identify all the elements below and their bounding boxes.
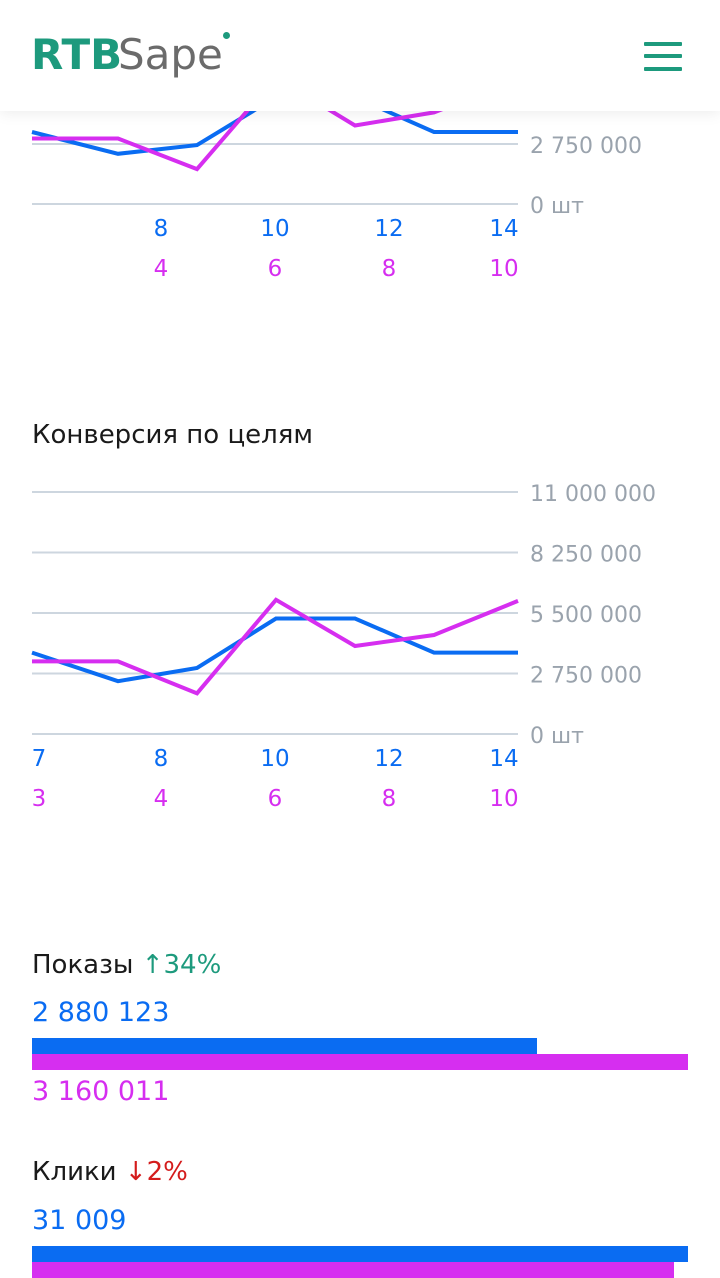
metric-previous-value: 3 160 011 [32, 1076, 170, 1107]
y-tick-label: 2 750 000 [530, 134, 642, 159]
logo-rtb-text: RTB [31, 30, 123, 79]
arrow-up-icon: ↑ [141, 950, 164, 980]
metric-title: Клики [32, 1157, 117, 1187]
y-tick-label: 0 шт [530, 724, 584, 749]
x-tick-label-current: 8 [154, 216, 169, 242]
x-tick-label-current: 7 [32, 746, 47, 772]
x-tick-label-previous: 6 [268, 256, 283, 282]
app-header: RTB Sape [0, 0, 720, 111]
metric-title: Показы [32, 950, 134, 980]
chart-goal-conversion: 11 000 000 8 250 000 5 500 000 2 750 000 0 ш… [0, 410, 720, 830]
x-tick-label-current: 14 [489, 746, 518, 772]
metric-title-wrap: Клики ↓2% [32, 1157, 188, 1187]
logo-sape-text: Sape [118, 30, 223, 79]
metric-current-bar [32, 1038, 537, 1054]
x-tick-label-previous: 3 [32, 786, 47, 812]
y-tick-label: 11 000 000 [530, 482, 656, 507]
chart-title: Конверсия по целям [32, 420, 314, 450]
x-tick-label-current: 12 [374, 746, 403, 772]
series-previous-line [32, 597, 519, 696]
y-tick-label: 0 шт [530, 194, 584, 219]
x-tick-label-previous: 8 [382, 256, 397, 282]
x-tick-label-previous: 4 [154, 786, 169, 812]
hamburger-menu-icon[interactable] [644, 40, 684, 72]
metric-current-value: 31 009 [32, 1205, 127, 1236]
metric-previous-bar [32, 1262, 674, 1278]
metric-change: 2% [146, 1157, 188, 1187]
series-current-line [31, 616, 518, 684]
metric-current-value: 2 880 123 [32, 997, 170, 1028]
x-tick-label-current: 12 [374, 216, 403, 242]
y-tick-label: 2 750 000 [530, 664, 642, 689]
x-tick-label-current: 10 [260, 216, 289, 242]
logo-dot-icon [223, 32, 230, 39]
x-tick-label-current: 8 [154, 746, 169, 772]
y-tick-label: 8 250 000 [530, 543, 642, 568]
x-tick-label-previous: 10 [489, 256, 518, 282]
y-tick-label: 5 500 000 [530, 603, 642, 628]
metric-current-bar [32, 1246, 688, 1262]
metric-title-wrap: Показы ↑34% [32, 950, 221, 980]
metric-previous-bar [32, 1054, 688, 1070]
line-chart-svg: 11 000 000 8 250 000 5 500 000 2 750 000 0 ш… [31, 482, 656, 812]
x-tick-label-current: 14 [489, 216, 518, 242]
x-tick-label-previous: 4 [154, 256, 169, 282]
x-tick-label-previous: 8 [382, 786, 397, 812]
x-tick-label-previous: 6 [268, 786, 283, 812]
metric-change: 34% [163, 950, 222, 980]
x-tick-label-current: 10 [260, 746, 289, 772]
x-tick-label-previous: 10 [489, 786, 518, 812]
arrow-down-icon: ↓ [124, 1157, 147, 1187]
